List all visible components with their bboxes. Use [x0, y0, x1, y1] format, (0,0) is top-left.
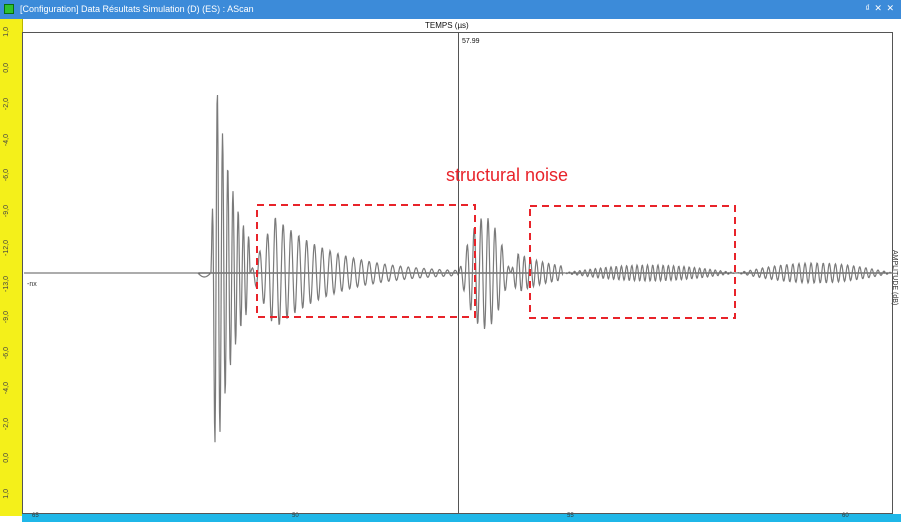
time-cursor[interactable]	[458, 32, 459, 514]
window-controls[interactable]: ₫ ✕ ✕	[865, 3, 895, 13]
structural-noise-annotation: structural noise	[446, 165, 569, 185]
window-title-bar: [Configuration] Data Résultats Simulatio…	[0, 0, 901, 19]
cursor-value: 57.99	[462, 38, 480, 45]
time-tick-label: 60	[842, 513, 849, 519]
noise-highlight-box-1	[256, 204, 476, 318]
time-tick-label: 55	[567, 513, 574, 519]
time-ruler[interactable]: 50 55 60 65	[22, 513, 901, 522]
app-icon	[4, 4, 14, 14]
window-title: [Configuration] Data Résultats Simulatio…	[20, 4, 254, 14]
baseline-label: -nx	[27, 281, 37, 288]
time-tick-label: 65	[32, 513, 39, 519]
right-axis-label: AMPLITUDE (dB)	[891, 250, 898, 306]
time-tick-label: 50	[292, 513, 299, 519]
x-axis-title: TEMPS (µs)	[425, 21, 469, 30]
noise-highlight-box-2	[529, 205, 736, 319]
